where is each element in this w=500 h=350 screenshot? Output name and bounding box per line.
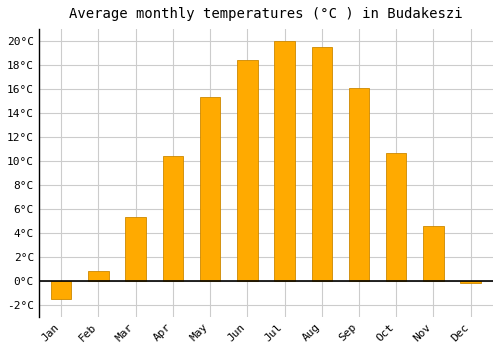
- Bar: [349, 88, 370, 281]
- Bar: [200, 97, 220, 281]
- Bar: [423, 226, 444, 281]
- Bar: [386, 153, 406, 281]
- Bar: [51, 281, 72, 299]
- Bar: [126, 217, 146, 281]
- Bar: [274, 41, 295, 281]
- Bar: [237, 60, 258, 281]
- Bar: [88, 271, 108, 281]
- Bar: [162, 156, 183, 281]
- Title: Average monthly temperatures (°C ) in Budakeszi: Average monthly temperatures (°C ) in Bu…: [69, 7, 462, 21]
- Bar: [460, 281, 481, 283]
- Bar: [312, 47, 332, 281]
